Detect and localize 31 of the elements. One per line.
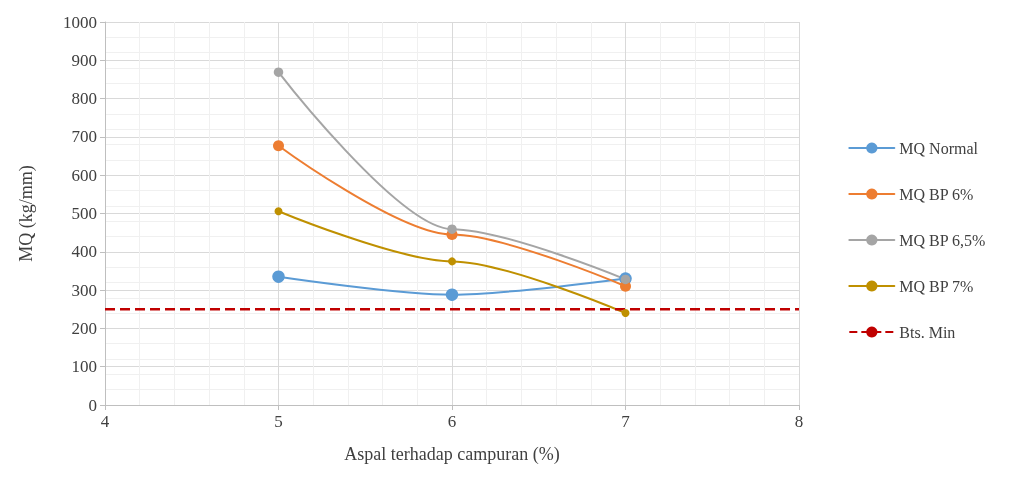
point [273, 67, 284, 77]
y-axis-title: MQ (kg/mm) [16, 165, 37, 262]
legend-label: MQ BP 6% [899, 185, 974, 203]
legend-label: MQ BP 7% [899, 277, 974, 295]
y-tick-label: 1000 [63, 12, 97, 32]
point [272, 270, 285, 283]
y-tick-label: 300 [71, 280, 97, 300]
y-tick-label: 700 [71, 127, 97, 147]
point [447, 224, 457, 234]
y-tick-label: 100 [71, 357, 97, 377]
x-tick-label: 7 [621, 412, 631, 431]
point [273, 140, 284, 152]
x-tick-label: 5 [274, 412, 283, 431]
y-tick-label: 0 [88, 395, 97, 415]
y-tick-label: 400 [71, 242, 97, 262]
y-tick-label: 200 [71, 318, 97, 338]
point [445, 288, 459, 301]
point [621, 309, 630, 318]
x-tick-label: 6 [447, 412, 457, 431]
point [274, 207, 283, 216]
point [448, 257, 456, 266]
y-tick-label: 800 [71, 89, 97, 109]
y-tick-label: 600 [71, 165, 97, 185]
x-tick-label: 4 [100, 412, 110, 431]
x-axis-title: Aspal terhadap campuran (%) [344, 444, 560, 465]
y-tick-label: 900 [71, 50, 97, 70]
legend-label: MQ BP 6,5% [899, 231, 986, 249]
y-tick-label: 500 [71, 204, 97, 223]
x-tick-label: 8 [794, 412, 804, 431]
legend-label: Bts. Min [899, 323, 956, 341]
legend-label: MQ Normal [899, 139, 979, 157]
